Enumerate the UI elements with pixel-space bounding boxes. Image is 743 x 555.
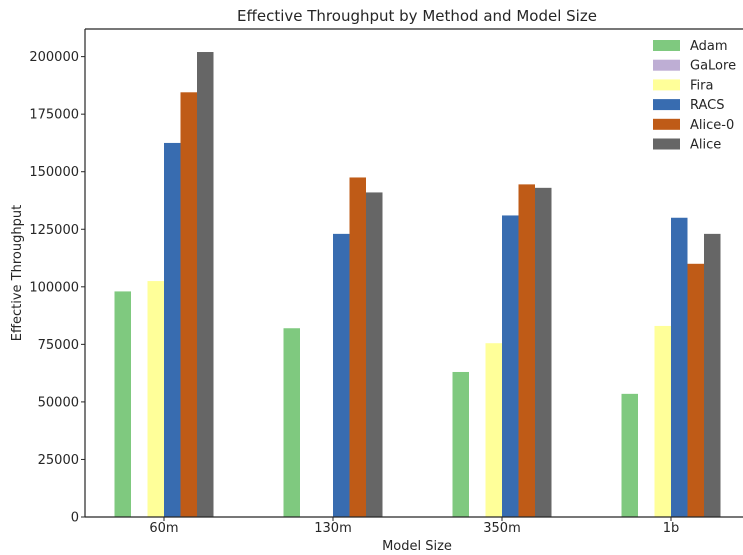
bar-alice-0-350m [518, 184, 535, 517]
x-ticks: 60m 130m 350m 1b [149, 517, 679, 536]
x-axis-label: Model Size [382, 539, 452, 554]
x-tick-label: 350m [483, 521, 520, 536]
chart-title: Effective Throughput by Method and Model… [237, 7, 597, 25]
y-tick-label: 25000 [38, 453, 79, 468]
legend-swatch-fira [653, 79, 680, 91]
legend-swatch-galore [653, 59, 680, 71]
bar-alice-0-130m [349, 177, 366, 517]
legend-swatch-alice [653, 138, 680, 150]
legend-label-galore: GaLore [690, 59, 736, 74]
legend-swatch-racs [653, 99, 680, 111]
bar-racs-60m [164, 142, 181, 517]
bar-fira-350m [485, 343, 502, 517]
plot-area [114, 52, 721, 518]
x-tick-label: 130m [314, 521, 351, 536]
bar-fira-60m [147, 281, 164, 517]
x-tick-label: 60m [149, 521, 178, 536]
y-tick-label: 175000 [29, 108, 79, 123]
bar-alice-1b [704, 233, 721, 517]
bar-alice-0-1b [687, 263, 704, 517]
y-tick-label: 75000 [38, 338, 79, 353]
bar-alice-350m [535, 187, 552, 517]
bar-alice-0-60m [180, 92, 197, 518]
legend-label-alice-0: Alice-0 [690, 118, 734, 133]
legend-label-fira: Fira [690, 78, 713, 93]
bar-adam-60m [114, 291, 131, 517]
legend-swatch-alice-0 [653, 118, 680, 130]
legend-label-adam: Adam [690, 39, 728, 54]
bar-fira-1b [654, 325, 671, 517]
y-tick-label: 125000 [29, 223, 79, 238]
bar-racs-1b [671, 217, 688, 517]
bar-racs-130m [333, 233, 350, 517]
bar-adam-350m [452, 371, 469, 517]
bar-racs-350m [502, 215, 519, 517]
legend: Adam GaLore Fira RACS Alice-0 Alice [653, 39, 736, 153]
bar-alice-130m [366, 192, 383, 517]
legend-label-alice: Alice [690, 138, 721, 153]
y-tick-label: 50000 [38, 395, 79, 410]
legend-label-racs: RACS [690, 98, 725, 113]
y-tick-label: 0 [71, 511, 79, 526]
bar-adam-130m [283, 328, 300, 517]
x-tick-label: 1b [663, 521, 680, 536]
y-tick-label: 100000 [29, 280, 79, 295]
legend-swatch-adam [653, 40, 680, 51]
bar-alice-60m [197, 52, 214, 518]
y-axis-label: Effective Throughput [10, 205, 25, 341]
y-ticks: 0 25000 50000 75000 100000 125000 150000 175000… [29, 50, 85, 526]
bar-adam-1b [621, 393, 638, 517]
y-tick-label: 150000 [29, 165, 79, 180]
y-tick-label: 200000 [29, 50, 79, 65]
